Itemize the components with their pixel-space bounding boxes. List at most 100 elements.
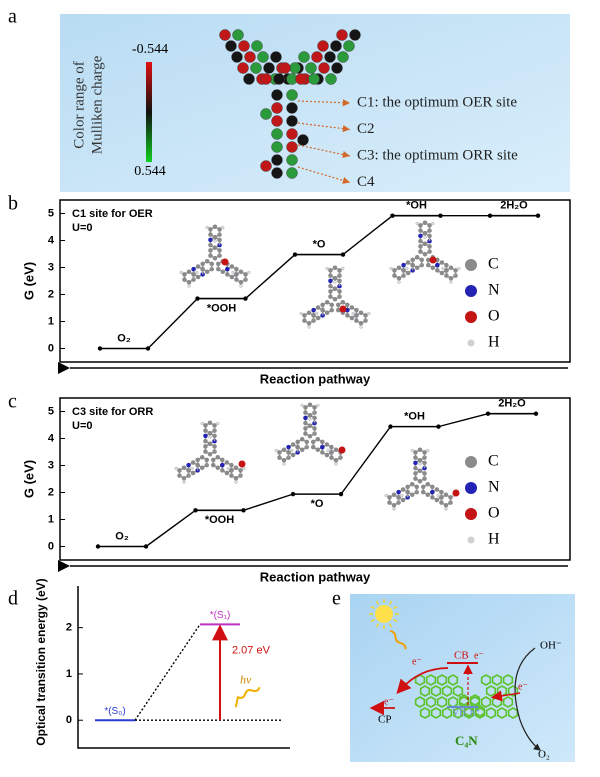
atom: [215, 261, 221, 267]
vb-label: VB: [452, 707, 466, 718]
atom: [334, 462, 338, 466]
y-tick-label: 3: [48, 261, 54, 273]
y-tick-label: 1: [48, 315, 54, 327]
atom: [444, 268, 449, 273]
atom: [367, 311, 371, 316]
lattice-ring: [480, 674, 492, 686]
atom: [324, 51, 336, 63]
legend-label: O: [488, 505, 500, 522]
electron-path: [396, 667, 449, 694]
atom: [190, 466, 194, 471]
atom: [260, 73, 272, 85]
atom: [337, 268, 342, 273]
atom: [233, 465, 239, 470]
atom: [448, 276, 454, 281]
lattice-ring: [414, 696, 426, 708]
atom: [199, 465, 205, 470]
atom: [391, 503, 397, 508]
atom: [310, 439, 316, 445]
atom: [332, 276, 338, 281]
atom: [212, 256, 218, 261]
atom: [247, 270, 251, 275]
atom: [195, 457, 200, 463]
atom: [422, 220, 428, 225]
atom: [413, 460, 418, 466]
site-label: C1: the optimum OER site: [357, 94, 517, 110]
atom: [232, 29, 244, 41]
atom: [320, 307, 325, 313]
atom: [250, 62, 262, 74]
atom: [286, 141, 298, 153]
lattice-ring: [507, 685, 519, 697]
atom: [329, 302, 335, 308]
atom: [215, 465, 221, 470]
atom: [400, 493, 404, 498]
atom: [212, 444, 217, 449]
oh-path: [514, 647, 541, 751]
atom: [310, 444, 316, 450]
atom: [286, 450, 291, 455]
atom: [177, 468, 182, 473]
sun-ray: [393, 618, 398, 623]
atom: [182, 277, 187, 282]
atom: [207, 431, 213, 436]
atom: [389, 266, 393, 271]
atom: [329, 450, 334, 455]
chart-title: C1 site for OER: [72, 208, 153, 220]
atom: [190, 460, 196, 465]
atom: [425, 492, 431, 497]
atom: [425, 482, 431, 487]
legend-label: H: [488, 531, 500, 548]
atom: [203, 438, 208, 444]
atom: [325, 73, 337, 85]
atom: [349, 29, 361, 41]
atom: [286, 102, 298, 114]
atom: [282, 462, 286, 466]
legend-swatch: [465, 311, 477, 323]
atom: [329, 444, 334, 450]
atom: [422, 460, 427, 466]
atom: [417, 479, 423, 484]
atom: [281, 458, 287, 463]
y-tick-label: 0: [48, 342, 54, 354]
lattice-ring: [425, 696, 437, 708]
plot-frame: [59, 199, 571, 363]
atom: [333, 280, 337, 284]
legend-swatch: [467, 339, 475, 347]
atom: [174, 466, 178, 471]
atom: [271, 141, 283, 153]
atom: [443, 492, 449, 497]
atom: [354, 307, 359, 313]
atom: [204, 269, 210, 274]
atom: [418, 228, 423, 233]
atom: [387, 495, 392, 500]
atom: [286, 154, 298, 166]
atom: [326, 448, 330, 453]
atom: [324, 452, 330, 458]
atom: [414, 484, 420, 490]
atom: [260, 108, 272, 120]
atom: [318, 62, 330, 74]
atom: [302, 313, 307, 318]
atom: [298, 51, 310, 63]
hole-label: h⁺: [470, 707, 480, 718]
panel-label: b: [8, 193, 18, 215]
atom: [260, 160, 272, 172]
plot-frame: [59, 397, 571, 561]
atom: [229, 462, 234, 468]
level-dot: [290, 491, 296, 497]
atom: [341, 266, 345, 271]
atom: [439, 260, 445, 265]
atom: [417, 468, 423, 473]
y-tick-label: 0: [66, 714, 72, 726]
atom: [405, 270, 411, 276]
atom: [338, 446, 346, 454]
transition-label: 2.07 eV: [232, 645, 271, 657]
lattice-ring: [452, 685, 464, 697]
lattice-ring: [474, 705, 486, 717]
atom: [345, 313, 350, 318]
chart-subtitle: U=0: [72, 420, 93, 432]
lattice-ring: [496, 707, 508, 719]
atom: [207, 420, 213, 425]
atom: [331, 62, 343, 74]
